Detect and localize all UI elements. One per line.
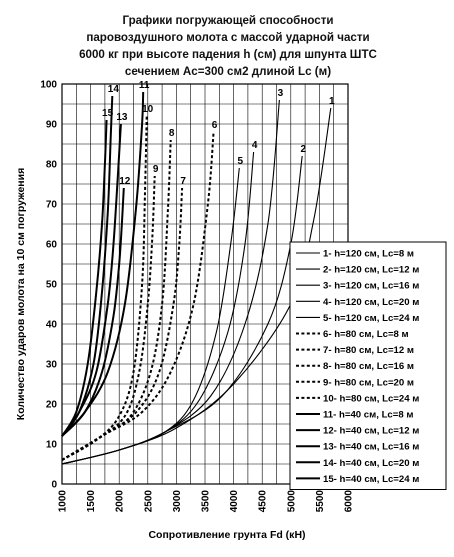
series-lines [61,91,332,465]
series-line-10 [61,115,148,461]
legend-item: 1- h=120 см, Lc=8 м [296,249,414,260]
y-tick-label: 40 [46,320,58,331]
curve-label-4: 4 [252,140,258,151]
x-axis-ticks: 1000 1500 2000 2500 3000 3500 4000 4500 5000 5500… [58,490,355,513]
legend-label: 11- h=40 см, Lc=8 м [323,410,413,421]
y-tick-label: 10 [46,440,58,451]
series-line-14 [61,95,114,437]
chart-title-line: паровоздушного молота с массой ударной ч… [86,31,370,44]
series-line-5 [61,167,240,465]
x-tick-label: 2500 [143,490,154,513]
legend-label: 10- h=80 см, Lc=24 м [323,393,419,404]
legend-label: 8- h=80 см, Lc=16 м [323,361,414,372]
legend: 1- h=120 см, Lc=8 м 2- h=120 см, Lc=12 м 3… [289,241,447,490]
legend-item: 11- h=40 см, Lc=8 м [296,410,413,421]
legend-item: 8- h=80 см, Lc=16 м [296,361,414,372]
x-tick-label: 2000 [115,490,126,513]
legend-item: 9- h=80 см, Lc=20 м [296,377,414,388]
curve-label-9: 9 [153,164,159,175]
series-line-3 [61,99,280,465]
x-tick-label: 3000 [172,490,183,513]
legend-label: 5- h=120 см, Lc=24 м [323,313,419,324]
series-line-15 [61,119,108,437]
curve-label-2: 2 [300,144,306,155]
y-tick-label: 50 [46,280,58,291]
curve-label-12: 12 [119,176,131,187]
y-tick-label: 70 [46,200,58,211]
curve-label-15: 15 [102,108,114,119]
curve-label-5: 5 [238,156,244,167]
legend-item: 15- h=40 см, Lc=24 м [296,474,419,485]
y-axis-ticks: 0 10 20 30 40 50 60 70 80 90 100 [40,80,57,491]
series-line-13 [61,123,122,437]
x-tick-label: 5500 [315,490,326,513]
y-tick-label: 60 [46,240,58,251]
legend-label: 7- h=80 см, Lc=12 м [323,345,414,356]
series-line-12 [61,187,125,437]
y-tick-label: 20 [46,400,58,411]
legend-label: 6- h=80 см, Lc=8 м [323,329,409,340]
y-tick-label: 90 [46,120,58,131]
curve-label-7: 7 [180,176,186,187]
legend-items: 1- h=120 см, Lc=8 м 2- h=120 см, Lc=12 м 3… [296,249,419,485]
x-tick-label: 1000 [58,490,69,513]
legend-label: 3- h=120 см, Lc=16 м [323,281,419,292]
legend-label: 13- h=40 см, Lc=16 м [323,442,419,453]
x-tick-label: 4000 [229,490,240,513]
legend-item: 7- h=80 см, Lc=12 м [296,345,414,356]
series-line-8 [61,139,172,461]
legend-item: 2- h=120 см, Lc=12 м [296,265,419,276]
legend-label: 14- h=40 см, Lc=20 м [323,458,419,469]
chart-title-line: сечением Ac=300 см2 длиной Lc (м) [124,65,332,78]
x-tick-label: 6000 [344,490,355,513]
curve-label-14: 14 [108,84,120,95]
legend-item: 4- h=120 см, Lc=20 м [296,297,419,308]
legend-item: 3- h=120 см, Lc=16 м [296,281,419,292]
chart-title-line: 6000 кг при высоте падения h (см) для шп… [79,48,377,61]
curve-label-1: 1 [329,96,335,107]
legend-item: 5- h=120 см, Lc=24 м [296,313,419,324]
curve-label-6: 6 [212,120,218,131]
chart-title-line: Графики погружающей способности [122,14,334,27]
curve-label-11: 11 [139,80,150,91]
legend-label: 2- h=120 см, Lc=12 м [323,265,419,276]
legend-label: 1- h=120 см, Lc=8 м [323,249,414,260]
chart-title: Графики погружающей способности паровозд… [18,12,438,80]
legend-label: 9- h=80 см, Lc=20 м [323,377,414,388]
y-tick-label: 100 [40,80,57,91]
x-tick-label: 4500 [258,490,269,513]
curve-label-10: 10 [142,104,154,115]
legend-label: 15- h=40 см, Lc=24 м [323,474,419,485]
x-axis-title: Сопротивление грунта Fd (кН) [148,529,305,541]
legend-item: 12- h=40 см, Lc=12 м [296,426,419,437]
y-tick-label: 30 [46,360,58,371]
series-line-6 [61,131,215,461]
y-tick-label: 80 [46,160,58,171]
legend-label: 12- h=40 см, Lc=12 м [323,426,419,437]
legend-label: 4- h=120 см, Lc=20 м [323,297,419,308]
legend-item: 13- h=40 см, Lc=16 м [296,442,419,453]
legend-item: 10- h=80 см, Lc=24 м [296,393,419,404]
curve-label-8: 8 [169,128,175,139]
x-tick-label: 5000 [286,490,297,513]
series-line-7 [61,187,184,461]
curve-label-13: 13 [116,112,128,123]
x-tick-label: 1500 [86,490,97,513]
legend-item: 14- h=40 см, Lc=20 м [296,458,419,469]
legend-item: 6- h=80 см, Lc=8 м [296,329,409,340]
x-tick-label: 3500 [201,490,212,513]
y-tick-label: 0 [51,480,57,491]
y-axis-title: Количество ударов молота на 10 см погруж… [15,168,27,420]
legend-box [289,241,447,490]
curve-label-3: 3 [278,88,284,99]
